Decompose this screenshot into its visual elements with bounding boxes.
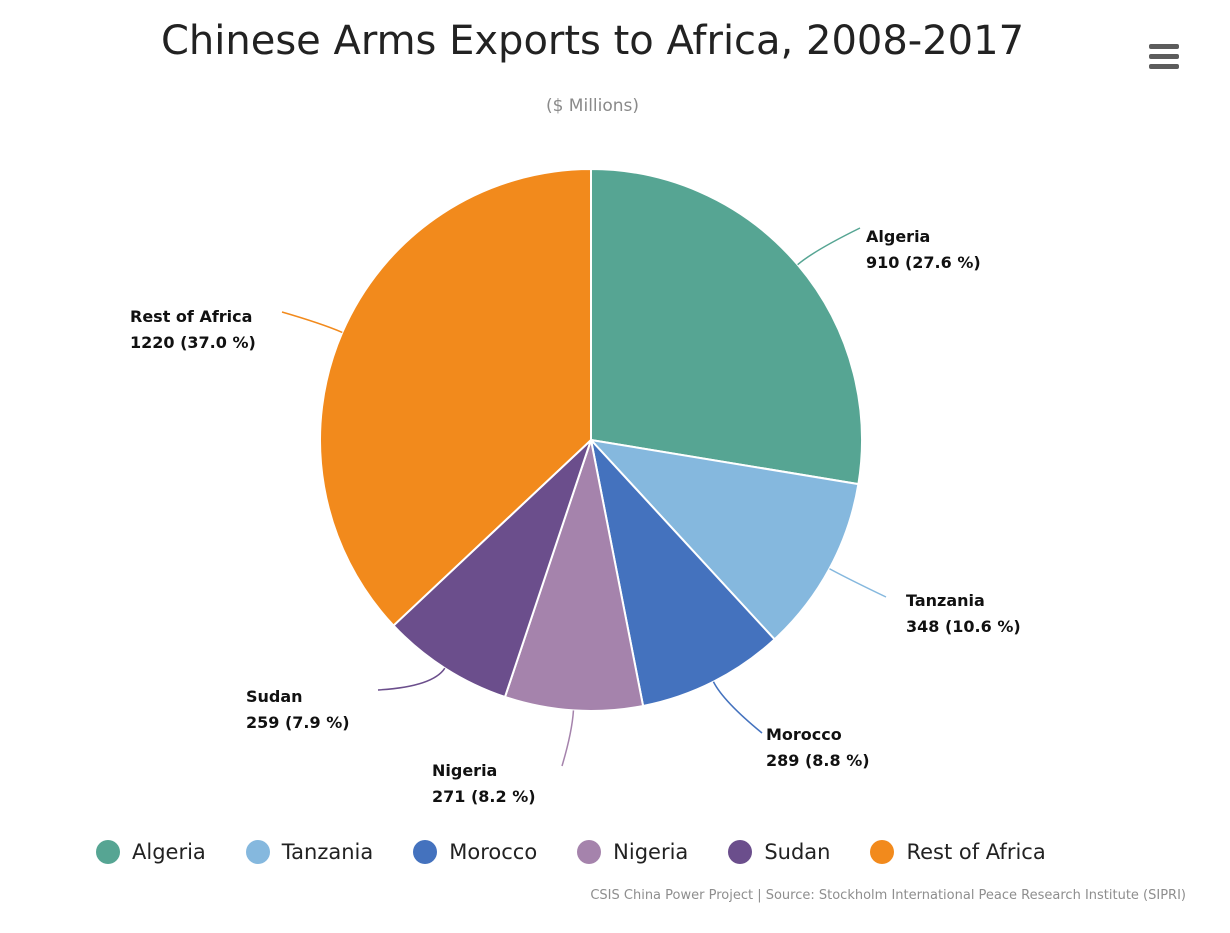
legend-item-morocco[interactable]: Morocco bbox=[413, 840, 537, 864]
connector-line-rest-of-africa bbox=[281, 311, 343, 334]
pie-slice-nigeria[interactable] bbox=[503, 436, 645, 712]
data-label-value: 348 (10.6 %) bbox=[906, 617, 1021, 636]
chart-title: Chinese Arms Exports to Africa, 2008-201… bbox=[160, 18, 1025, 64]
legend-marker bbox=[96, 840, 120, 864]
chart-legend: Algeria Tanzania Morocco Nigeria Sudan Rest o… bbox=[96, 834, 1046, 870]
legend-label: Rest of Africa bbox=[906, 840, 1046, 864]
data-label-name: Nigeria bbox=[432, 761, 497, 780]
legend-label: Sudan bbox=[764, 840, 831, 864]
data-label-value: 259 (7.9 %) bbox=[246, 713, 350, 732]
connector-line-morocco bbox=[712, 681, 763, 734]
chart-subtitle: ($ Millions) bbox=[545, 96, 640, 116]
data-label-name: Rest of Africa bbox=[130, 307, 252, 326]
legend-label: Algeria bbox=[132, 840, 206, 864]
legend-item-nigeria[interactable]: Nigeria bbox=[577, 840, 688, 864]
legend-item-rest-of-africa[interactable]: Rest of Africa bbox=[870, 840, 1046, 864]
legend-marker bbox=[870, 840, 895, 864]
connector-line-nigeria bbox=[561, 710, 575, 767]
menu-bar bbox=[1149, 64, 1179, 69]
data-label-name: Algeria bbox=[866, 227, 930, 246]
data-label-name: Morocco bbox=[766, 725, 842, 744]
menu-bar bbox=[1149, 54, 1179, 59]
legend-marker bbox=[728, 840, 753, 864]
legend-label: Morocco bbox=[449, 840, 538, 864]
legend-item-tanzania[interactable]: Tanzania bbox=[245, 840, 374, 864]
connector-line-sudan bbox=[377, 667, 446, 691]
legend-marker bbox=[577, 840, 602, 864]
legend-marker bbox=[413, 840, 438, 864]
data-label-value: 289 (8.8 %) bbox=[766, 751, 870, 770]
legend-item-sudan[interactable]: Sudan bbox=[728, 840, 830, 864]
legend-item-algeria[interactable]: Algeria bbox=[96, 840, 206, 864]
data-label-value: 1220 (37.0 %) bbox=[130, 333, 256, 352]
pie-slice-morocco[interactable] bbox=[589, 436, 776, 708]
connector-line-tanzania bbox=[829, 568, 887, 598]
menu-bar bbox=[1149, 44, 1179, 49]
data-label-value: 910 (27.6 %) bbox=[866, 253, 981, 272]
hamburger-menu-icon[interactable] bbox=[1146, 42, 1182, 72]
legend-marker bbox=[245, 840, 270, 864]
chart-credits[interactable]: CSIS China Power Project | Source: Stock… bbox=[590, 888, 1186, 903]
data-label-name: Tanzania bbox=[906, 591, 985, 610]
pie-chart: Algeria 910 (27.6 %) Tanzania 348 (10.6 %) M… bbox=[130, 167, 1021, 806]
legend-label: Tanzania bbox=[281, 840, 374, 864]
connector-line-algeria bbox=[797, 227, 861, 266]
pie-slice-algeria[interactable] bbox=[590, 167, 863, 486]
data-label-value: 271 (8.2 %) bbox=[432, 787, 536, 806]
legend-label: Nigeria bbox=[613, 840, 689, 864]
data-label-name: Sudan bbox=[246, 687, 303, 706]
